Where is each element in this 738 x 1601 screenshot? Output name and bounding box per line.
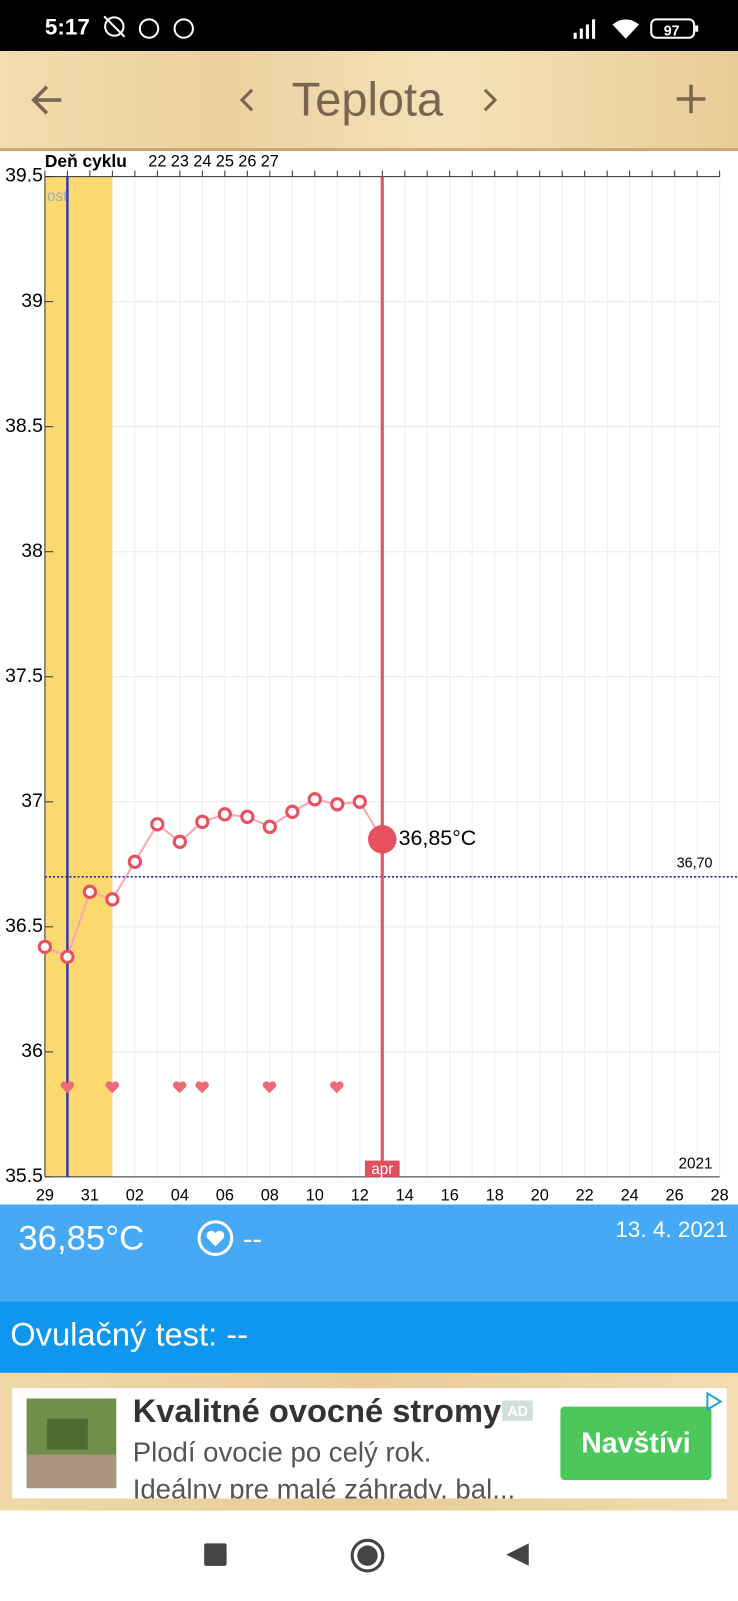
- ad-line: Ideálny pre malé záhrady, bal...: [132, 1473, 516, 1499]
- next-button[interactable]: [480, 86, 500, 115]
- selected-point: [367, 825, 397, 854]
- prev-button[interactable]: [237, 86, 257, 115]
- ad-button[interactable]: Navštívi: [560, 1406, 712, 1481]
- month-badge: [364, 1160, 400, 1177]
- cycle-day: 24: [193, 153, 211, 171]
- back-nav-button[interactable]: [504, 1541, 531, 1568]
- value-label: 36,85°C: [399, 826, 477, 850]
- status-icons: [103, 15, 194, 39]
- intercourse-markers: [60, 1081, 344, 1094]
- cycle-day: 26: [238, 153, 256, 171]
- cycle-day: 22: [148, 153, 166, 171]
- y-tick-label: 39.5: [5, 165, 43, 187]
- data-point: [352, 794, 367, 809]
- battery-level: 97: [663, 22, 680, 39]
- month-label: apr: [371, 1161, 393, 1178]
- back-button[interactable]: [29, 82, 66, 119]
- data-point: [307, 792, 322, 807]
- data-point: [172, 834, 188, 849]
- y-tick-label: 36: [21, 1040, 43, 1062]
- heart: [195, 1081, 209, 1094]
- year-label: 2021: [678, 1156, 712, 1173]
- y-tick-label: 36.5: [5, 915, 43, 937]
- ad-badge: AD: [502, 1400, 534, 1421]
- date: 13. 4. 2021: [615, 1216, 728, 1243]
- intercourse-value: --: [242, 1222, 262, 1255]
- day-summary: 36,85°C -- 13. 4. 2021: [0, 1204, 738, 1302]
- status-bar: 5:17 97: [0, 0, 738, 52]
- x-tick-label: 02: [126, 1187, 144, 1205]
- data-point: [37, 939, 53, 954]
- data-point: [285, 804, 300, 819]
- data-point: [217, 807, 232, 822]
- x-tick-label: 12: [351, 1187, 369, 1205]
- x-tick-label: 14: [396, 1187, 414, 1205]
- period-band: [44, 176, 113, 1177]
- ad-title: Kvalitné ovocné stromy: [132, 1392, 502, 1430]
- data-point: [127, 854, 143, 869]
- cycle-day: 25: [216, 153, 234, 171]
- reference-label: 36,70: [677, 855, 713, 871]
- x-tick-label: 20: [531, 1187, 549, 1205]
- heart-icon: [197, 1220, 234, 1257]
- cycle-label: Deň cyklu: [45, 151, 127, 171]
- y-tick-label: 38: [21, 540, 43, 562]
- navigation-bar: [0, 1510, 738, 1601]
- data-point: [82, 884, 98, 899]
- y-tick-label: 35.5: [5, 1165, 43, 1187]
- data-point: [150, 817, 165, 832]
- data-point: [60, 949, 75, 964]
- system-icons: [573, 18, 699, 39]
- data-point: [240, 809, 255, 824]
- x-tick-label: 22: [576, 1187, 594, 1205]
- x-tick-label: 10: [306, 1187, 324, 1205]
- x-tick-label: 28: [711, 1187, 729, 1205]
- y-tick-label: 37.5: [5, 665, 43, 687]
- ad-line: Plodí ovocie po celý rok.: [132, 1437, 432, 1468]
- add-button[interactable]: [674, 82, 709, 117]
- cycle-day: 27: [261, 153, 279, 171]
- ad-choices[interactable]: [702, 1390, 724, 1412]
- band-label: osť: [47, 188, 69, 205]
- heart: [330, 1081, 344, 1094]
- x-tick-label: 04: [171, 1187, 189, 1205]
- home-button[interactable]: [349, 1537, 386, 1574]
- x-tick-label: 26: [666, 1187, 684, 1205]
- recents-button[interactable]: [202, 1541, 229, 1568]
- y-tick-label: 37: [21, 790, 43, 812]
- screen-title: Teplota: [291, 72, 444, 126]
- heart: [262, 1081, 277, 1094]
- data-point: [105, 892, 120, 907]
- heart: [105, 1081, 120, 1094]
- clock: 5:17: [44, 14, 90, 40]
- temperature-chart: osť Deň cyklu 35.5 36 36.5 37 37.5 38 38.5 39 39…: [5, 151, 738, 1204]
- ad-banner[interactable]: Kvalitné ovocné stromy AD Plodí ovocie p…: [12, 1388, 727, 1499]
- x-tick-label: 24: [621, 1187, 639, 1205]
- x-tick-label: 29: [36, 1187, 54, 1205]
- data-point: [330, 797, 345, 812]
- heart: [172, 1081, 187, 1094]
- ovulation-test: Ovulačný test: --: [10, 1315, 248, 1353]
- data-point: [195, 814, 210, 829]
- x-tick-label: 06: [216, 1187, 234, 1205]
- x-tick-label: 08: [261, 1187, 279, 1205]
- data-point: [262, 819, 277, 834]
- temperature-line: [44, 798, 384, 959]
- temperature-value: 36,85°C: [18, 1218, 145, 1258]
- y-tick-label: 38.5: [5, 415, 43, 437]
- ovulation-row: Ovulačný test: --: [0, 1301, 738, 1373]
- x-tick-label: 18: [486, 1187, 504, 1205]
- cycle-day: 23: [171, 153, 189, 171]
- x-tick-label: 16: [441, 1187, 459, 1205]
- x-tick-label: 31: [81, 1187, 99, 1205]
- ad-image: [26, 1398, 117, 1489]
- app-bar: Teplota: [0, 51, 738, 152]
- heart: [60, 1081, 75, 1094]
- y-tick-label: 39: [21, 290, 43, 312]
- plot: osť Deň cyklu 35.5 36 36.5 37 37.5 38 38.5 39 39…: [5, 151, 738, 1204]
